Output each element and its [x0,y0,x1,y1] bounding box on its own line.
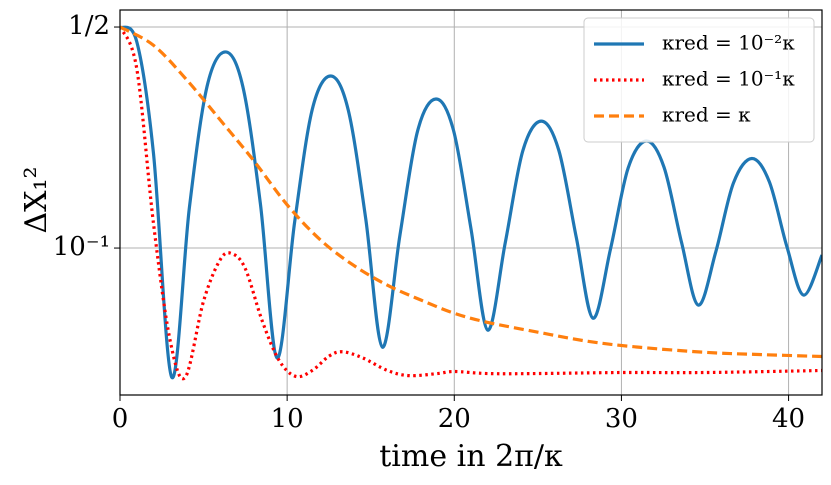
plot-lines [120,25,822,381]
x-tick-label: 30 [605,404,638,434]
legend-label: κred = κ [662,103,751,127]
legend-box [583,17,815,143]
y-tick-label: 10⁻¹ [53,232,110,262]
series-line [120,25,822,379]
plot-frame [119,9,823,396]
x-tick-label: 0 [112,404,129,434]
x-tick-label: 10 [271,404,304,434]
series-line [120,26,822,381]
y-axis-label: ΔX₁² [19,166,54,233]
x-tick-label: 20 [438,404,471,434]
x-axis-label: time in 2π/κ [379,439,563,474]
legend-label: κred = 10⁻¹κ [662,67,795,91]
legend-label: κred = 10⁻²κ [662,31,795,55]
series-line [120,25,822,359]
y-tick-label: 1/2 [68,11,110,41]
x-tick-label: 40 [772,404,805,434]
